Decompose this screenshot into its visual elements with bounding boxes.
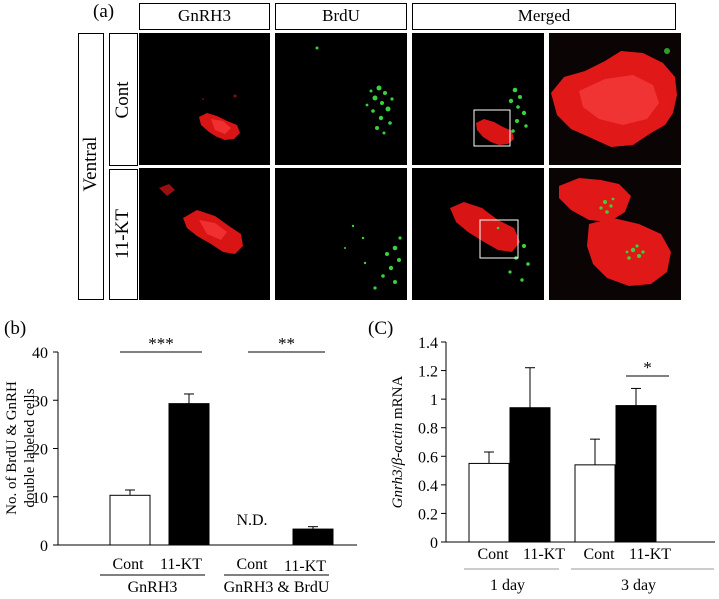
annotation-nd: N.D. bbox=[236, 512, 267, 529]
y-tick-label: 1 bbox=[430, 392, 438, 409]
chart-c: 0 0.2 0.4 0.6 0.8 1 1.2 1.4 Gnrh3/β-actin mRNA Co… bbox=[390, 335, 715, 594]
y-tick-label: 1.4 bbox=[418, 335, 438, 352]
group-label: 3 day bbox=[621, 577, 656, 594]
y-axis-label-line-2: double labeled cells bbox=[22, 388, 38, 507]
y-axis-label-part: / bbox=[390, 464, 406, 469]
chart-b: 0 10 20 30 40 No. of BrdU & GnRH double labele… bbox=[4, 334, 357, 596]
category-label: Cont bbox=[112, 556, 144, 573]
category-label: 11-KT bbox=[284, 558, 326, 575]
column-header-gnrh3: GnRH3 bbox=[139, 3, 270, 30]
ventral-label-box bbox=[78, 33, 104, 300]
group-label: GnRH3 bbox=[128, 579, 178, 596]
y-tick-label: 0.6 bbox=[418, 449, 438, 466]
group-label: GnRH3 & BrdU bbox=[224, 579, 330, 596]
y-axis-label-part: β-actin bbox=[390, 423, 406, 466]
y-axis-label-line-1: No. of BrdU & GnRH bbox=[4, 381, 20, 515]
category-label: 11-KT bbox=[523, 546, 565, 563]
y-tick-label: 30 bbox=[32, 393, 48, 410]
row-label-cont: Cont bbox=[112, 81, 133, 119]
y-tick-label: 0 bbox=[40, 538, 48, 555]
micrograph-11kt-merged bbox=[412, 168, 544, 300]
ventral-label: Ventral bbox=[80, 136, 101, 192]
significance-stars: ** bbox=[278, 334, 295, 353]
panel-b-letter: (b) bbox=[4, 318, 27, 339]
micrograph-cont-zoom bbox=[549, 33, 681, 165]
row-label-11kt: 11-KT bbox=[112, 209, 133, 259]
bar bbox=[468, 462, 510, 543]
micrograph-cont-merged bbox=[412, 33, 544, 165]
y-tick-label: 0.4 bbox=[418, 478, 438, 495]
category-label: Cont bbox=[236, 556, 268, 573]
category-label: 11-KT bbox=[160, 556, 202, 573]
column-header-merged: Merged bbox=[412, 3, 676, 30]
y-tick-label: 20 bbox=[32, 442, 48, 459]
category-label: Cont bbox=[477, 546, 509, 563]
bar bbox=[615, 405, 657, 543]
y-tick-label: 40 bbox=[32, 345, 48, 362]
column-header-brdu: BrdU bbox=[275, 3, 407, 30]
y-axis-label: Gnrh3/β-actin mRNA bbox=[390, 376, 406, 509]
bar bbox=[292, 528, 334, 546]
micrograph-cont-gnrh3 bbox=[139, 33, 270, 165]
panel-c-letter: (C) bbox=[368, 318, 394, 339]
y-tick-label: 0.8 bbox=[418, 421, 438, 438]
group-label: 1 day bbox=[490, 577, 525, 594]
bar bbox=[168, 403, 210, 546]
y-axis-label-part: Gnrh3 bbox=[390, 469, 406, 508]
row-label-box-11kt bbox=[109, 169, 138, 300]
y-tick-label: 0.2 bbox=[418, 506, 438, 523]
panel-a-letter: (a) bbox=[93, 1, 115, 22]
y-tick-label: 1.2 bbox=[418, 364, 438, 381]
category-label: Cont bbox=[583, 546, 615, 563]
micrograph-11kt-gnrh3 bbox=[139, 168, 270, 300]
y-tick-label: 10 bbox=[32, 490, 48, 507]
micrograph-cont-brdu bbox=[275, 33, 407, 165]
y-tick-label: 0 bbox=[430, 535, 438, 552]
category-label: 11-KT bbox=[629, 546, 671, 563]
bar bbox=[109, 494, 151, 546]
significance-stars: * bbox=[643, 358, 652, 377]
bar bbox=[509, 407, 551, 543]
bar bbox=[574, 464, 616, 543]
y-axis-label-part: mRNA bbox=[390, 376, 406, 423]
significance-stars: *** bbox=[148, 334, 174, 353]
micrograph-11kt-brdu bbox=[275, 168, 407, 300]
micrograph-11kt-zoom bbox=[549, 168, 681, 300]
row-label-box-cont bbox=[109, 33, 138, 166]
